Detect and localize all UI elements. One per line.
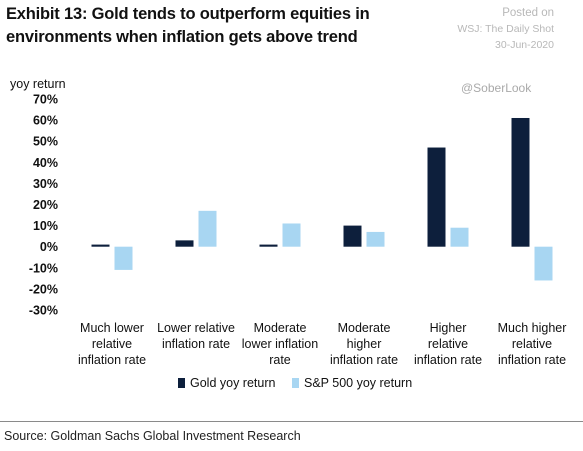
y-tick-label: 40%: [33, 156, 58, 170]
source-note: Source: Goldman Sachs Global Investment …: [4, 429, 301, 443]
bar-sp500: [450, 227, 469, 247]
posted-watermark: Posted on WSJ: The Daily Shot 30-Jun-202…: [457, 5, 554, 53]
y-tick-label: 10%: [33, 219, 58, 233]
category-label: inflation rate: [414, 353, 482, 367]
category-label: inflation rate: [498, 353, 566, 367]
category-label: Moderate: [254, 321, 307, 335]
handle-watermark: @SoberLook: [461, 81, 532, 95]
bar-sp500: [282, 223, 301, 247]
category-label: higher: [347, 337, 382, 351]
bar-gold: [175, 240, 194, 247]
bar-gold: [511, 117, 530, 247]
posted-line: Posted on: [502, 7, 554, 19]
bar-gold: [343, 225, 362, 247]
y-tick-label: -30%: [29, 304, 58, 318]
y-tick-label: -20%: [29, 282, 58, 296]
bar-sp500: [366, 231, 385, 247]
legend-sp500-swatch: [292, 378, 299, 388]
category-label: Higher: [430, 321, 467, 335]
category-label: Much lower: [80, 321, 144, 335]
bar-chart: yoy return 70% 60% 50% 40% 30% 20% 10% 0% -10% -20…: [10, 77, 567, 390]
bar-gold: [427, 147, 446, 247]
category-label: inflation rate: [78, 353, 146, 367]
legend-gold-swatch: [178, 378, 185, 388]
chart-title: Exhibit 13: Gold tends to outperform equ…: [6, 5, 370, 46]
category-label: relative: [92, 337, 132, 351]
bar-sp500: [198, 210, 217, 247]
bar-gold: [91, 244, 110, 247]
y-tick-label: 60%: [33, 114, 58, 128]
bar-sp500: [114, 246, 133, 270]
category-label: relative: [428, 337, 468, 351]
bar-gold: [259, 244, 278, 247]
footer-divider: [0, 421, 583, 422]
y-tick-label: 50%: [33, 135, 58, 149]
y-tick-label: 20%: [33, 198, 58, 212]
y-tick-label: 70%: [33, 93, 58, 107]
category-label: Lower relative: [157, 321, 235, 335]
y-tick-label: -10%: [29, 261, 58, 275]
category-label: inflation rate: [162, 337, 230, 351]
category-label: relative: [512, 337, 552, 351]
category-label: lower inflation: [242, 337, 318, 351]
y-axis-label: yoy return: [10, 77, 66, 91]
category-label: Much higher: [498, 321, 567, 335]
legend-gold-label: Gold yoy return: [190, 376, 276, 390]
posted-line: WSJ: The Daily Shot: [457, 23, 554, 35]
bar-sp500: [534, 246, 553, 281]
category-label: Moderate: [338, 321, 391, 335]
y-tick-label: 30%: [33, 177, 58, 191]
category-label: inflation rate: [330, 353, 398, 367]
posted-line: 30-Jun-2020: [495, 39, 554, 51]
legend-sp500-label: S&P 500 yoy return: [304, 376, 412, 390]
y-tick-label: 0%: [40, 240, 58, 254]
category-label: rate: [269, 353, 291, 367]
